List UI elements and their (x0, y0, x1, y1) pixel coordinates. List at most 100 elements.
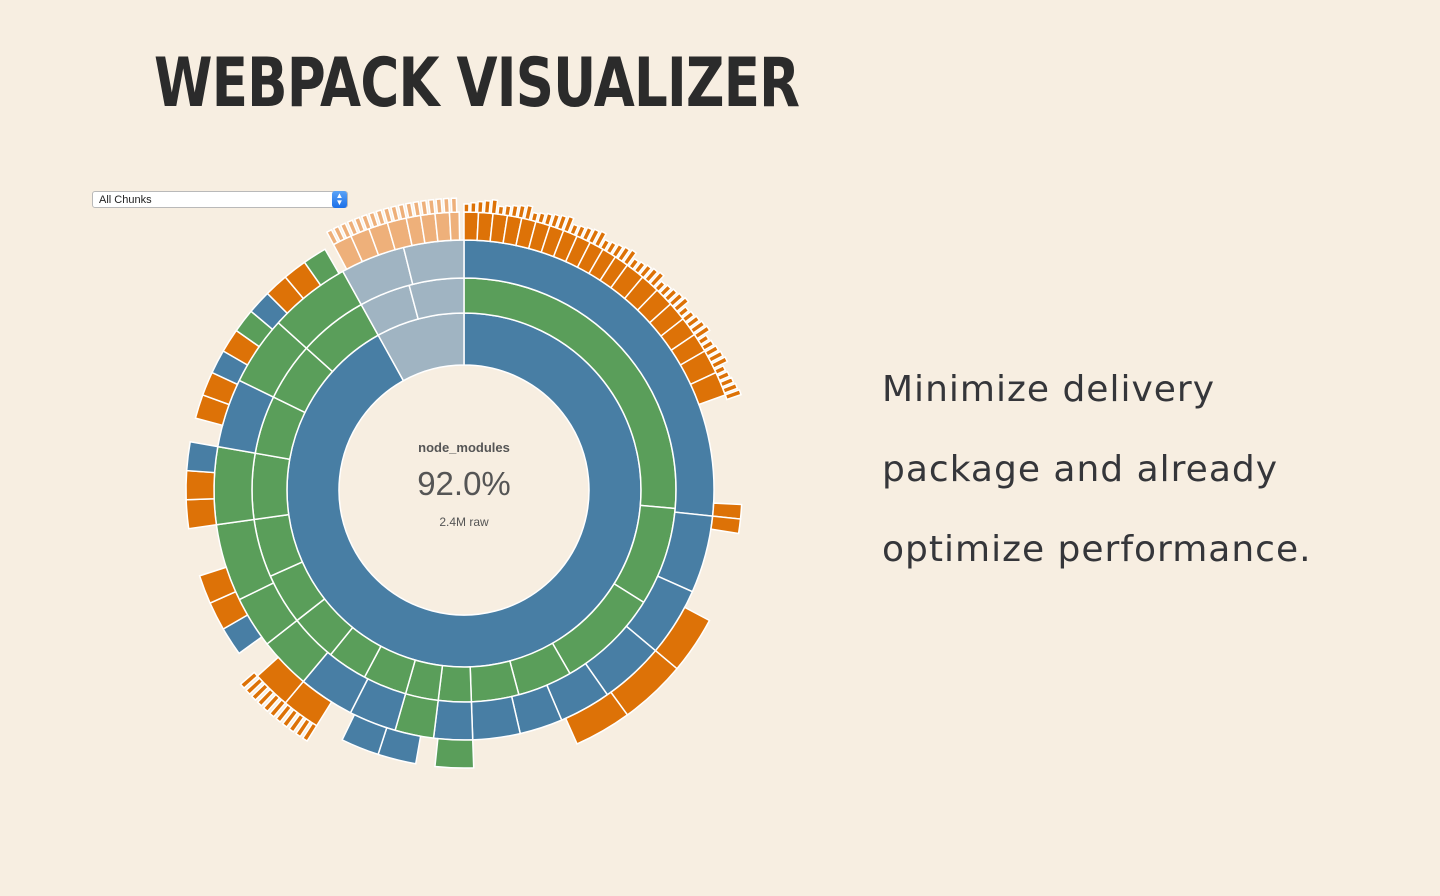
leaf-sliver[interactable] (556, 214, 568, 231)
leaf-sliver[interactable] (638, 264, 653, 279)
leaf-sliver[interactable] (332, 225, 346, 243)
leaf-sliver[interactable] (490, 198, 499, 215)
leaf-sliver[interactable] (543, 212, 554, 227)
segment-ring4-52[interactable] (448, 211, 461, 242)
segment-ring4-21[interactable] (710, 515, 742, 535)
leaf-sliver[interactable] (382, 207, 393, 224)
leaf-sliver[interactable] (353, 216, 366, 234)
leaf-sliver[interactable] (689, 320, 706, 334)
leaf-sliver[interactable] (346, 219, 359, 237)
segment-ring2-17[interactable] (408, 277, 465, 320)
leaf-sliver[interactable] (442, 197, 451, 214)
leaf-sliver[interactable] (450, 197, 458, 214)
segment-ring4-35[interactable] (185, 440, 219, 474)
segment-ring4-27[interactable] (341, 713, 388, 756)
segment-ring4-34[interactable] (185, 469, 216, 501)
leaf-sliver[interactable] (288, 713, 305, 733)
leaf-sliver[interactable] (663, 288, 678, 303)
chunk-select[interactable]: All Chunks ▲ ▼ (92, 191, 348, 208)
segment-ring4-0[interactable] (463, 211, 480, 242)
leaf-sliver[interactable] (294, 717, 312, 738)
leaf-sliver[interactable] (707, 350, 724, 364)
segment-ring4-25[interactable] (434, 737, 475, 769)
leaf-sliver[interactable] (483, 199, 492, 214)
leaf-sliver[interactable] (510, 204, 519, 218)
leaf-sliver[interactable] (325, 228, 339, 246)
leaf-sliver[interactable] (719, 376, 735, 388)
segment-ring3-7[interactable] (432, 699, 474, 741)
segment-ring2-12[interactable] (251, 452, 291, 521)
leaf-sliver[interactable] (685, 315, 701, 329)
leaf-sliver[interactable] (605, 240, 618, 255)
leaf-sliver[interactable] (549, 213, 561, 229)
chevron-updown-icon[interactable]: ▲ ▼ (332, 191, 347, 208)
leaf-sliver[interactable] (389, 205, 401, 222)
segment-ring4-24[interactable] (564, 691, 629, 745)
leaf-sliver[interactable] (713, 364, 727, 376)
leaf-sliver[interactable] (470, 201, 477, 214)
leaf-sliver[interactable] (581, 226, 594, 242)
leaf-sliver[interactable] (427, 198, 436, 215)
leaf-sliver[interactable] (724, 388, 742, 401)
leaf-sliver[interactable] (677, 305, 690, 318)
segment-ring4-33[interactable] (185, 497, 218, 530)
leaf-sliver[interactable] (681, 310, 696, 323)
segment-ring4-44[interactable] (303, 248, 341, 287)
leaf-sliver[interactable] (404, 202, 415, 219)
leaf-sliver[interactable] (704, 344, 720, 358)
leaf-sliver[interactable] (268, 698, 287, 718)
leaf-sliver[interactable] (672, 296, 690, 313)
leaf-sliver[interactable] (419, 199, 429, 216)
leaf-sliver[interactable] (700, 339, 715, 352)
leaf-sliver[interactable] (250, 682, 270, 702)
leaf-sliver[interactable] (643, 267, 659, 284)
leaf-sliver[interactable] (412, 200, 422, 218)
leaf-sliver[interactable] (367, 211, 380, 229)
leaf-sliver[interactable] (245, 677, 264, 696)
leaf-sliver[interactable] (599, 238, 611, 252)
leaf-sliver[interactable] (697, 334, 710, 346)
leaf-sliver[interactable] (616, 246, 631, 263)
leaf-sliver[interactable] (339, 222, 352, 240)
leaf-sliver[interactable] (633, 260, 647, 275)
leaf-sliver[interactable] (463, 203, 470, 213)
leaf-sliver[interactable] (658, 284, 673, 298)
segment-ring3-19[interactable] (402, 239, 465, 286)
leaf-sliver[interactable] (568, 223, 580, 236)
leaf-sliver[interactable] (503, 204, 512, 217)
leaf-sliver[interactable] (622, 248, 638, 267)
segment-ring4-32[interactable] (198, 566, 237, 605)
leaf-sliver[interactable] (716, 370, 731, 382)
leaf-sliver[interactable] (275, 703, 293, 724)
leaf-sliver[interactable] (668, 292, 684, 308)
leaf-sliver[interactable] (530, 211, 539, 223)
segment-ring2-4[interactable] (469, 660, 520, 703)
leaf-sliver[interactable] (301, 722, 318, 743)
leaf-sliver[interactable] (397, 203, 408, 221)
leaf-sliver[interactable] (593, 230, 608, 248)
leaf-sliver[interactable] (375, 209, 386, 226)
leaf-sliver[interactable] (262, 693, 281, 713)
leaf-sliver[interactable] (523, 204, 534, 221)
leaf-sliver[interactable] (587, 228, 601, 245)
leaf-sliver[interactable] (536, 211, 547, 225)
segment-ring3-6[interactable] (470, 695, 522, 741)
segment-ring4-51[interactable] (434, 211, 452, 243)
leaf-sliver[interactable] (435, 198, 443, 215)
leaf-sliver[interactable] (256, 688, 275, 707)
leaf-sliver[interactable] (360, 213, 373, 231)
leaf-sliver[interactable] (562, 215, 575, 234)
leaf-sliver[interactable] (710, 355, 729, 370)
leaf-sliver[interactable] (653, 280, 667, 293)
leaf-sliver[interactable] (611, 243, 624, 259)
leaf-sliver[interactable] (721, 382, 739, 395)
leaf-sliver[interactable] (648, 271, 665, 288)
leaf-sliver[interactable] (281, 708, 299, 729)
leaf-sliver[interactable] (517, 204, 527, 220)
segment-ring3-14[interactable] (213, 445, 257, 526)
leaf-sliver[interactable] (693, 325, 711, 340)
leaf-sliver[interactable] (575, 224, 587, 239)
leaf-sliver[interactable] (476, 200, 484, 214)
leaf-sliver[interactable] (627, 257, 640, 271)
